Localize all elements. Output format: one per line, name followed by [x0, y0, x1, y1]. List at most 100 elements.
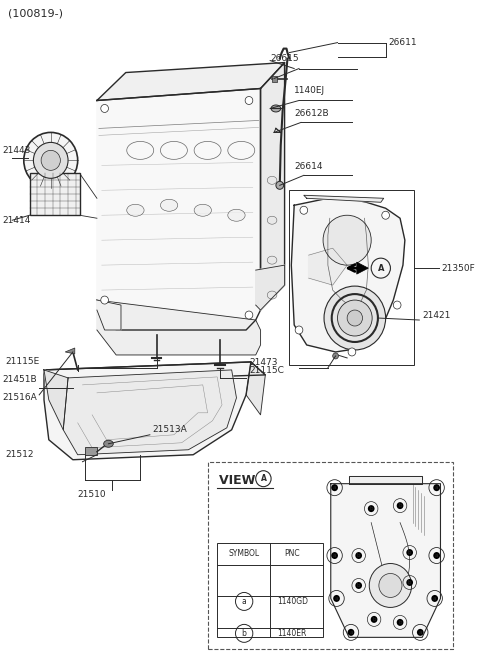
Polygon shape: [44, 362, 251, 459]
Bar: [207, 461, 453, 649]
Circle shape: [396, 619, 403, 626]
Circle shape: [393, 301, 401, 309]
Circle shape: [101, 296, 108, 304]
Text: 21516A: 21516A: [2, 393, 37, 402]
Circle shape: [371, 616, 377, 623]
Circle shape: [337, 300, 372, 336]
Circle shape: [432, 595, 438, 602]
Circle shape: [369, 563, 412, 608]
Text: b: b: [357, 583, 360, 588]
Circle shape: [348, 348, 356, 356]
Circle shape: [379, 573, 402, 597]
Polygon shape: [309, 248, 347, 285]
Ellipse shape: [228, 209, 245, 221]
Circle shape: [324, 286, 385, 350]
Polygon shape: [304, 195, 384, 203]
Text: 21451B: 21451B: [2, 375, 37, 385]
Text: A: A: [378, 263, 384, 273]
Text: a: a: [435, 553, 438, 558]
Circle shape: [368, 505, 374, 512]
Circle shape: [396, 502, 403, 509]
Circle shape: [245, 311, 253, 319]
Circle shape: [295, 326, 303, 334]
Text: a: a: [333, 485, 336, 490]
Polygon shape: [97, 300, 261, 355]
Text: a: a: [335, 596, 338, 601]
Polygon shape: [349, 476, 422, 484]
Polygon shape: [97, 300, 121, 330]
Ellipse shape: [194, 205, 212, 216]
Ellipse shape: [104, 440, 113, 448]
Text: a: a: [433, 596, 436, 601]
Circle shape: [331, 552, 338, 559]
Circle shape: [101, 105, 108, 113]
Polygon shape: [246, 362, 265, 415]
Bar: [272, 75, 277, 81]
Text: 21115E: 21115E: [5, 357, 40, 367]
Polygon shape: [357, 262, 368, 274]
Text: 21443: 21443: [2, 146, 31, 155]
Circle shape: [41, 150, 60, 170]
Circle shape: [406, 549, 413, 556]
Text: PNC: PNC: [285, 549, 300, 558]
Ellipse shape: [267, 216, 277, 224]
Bar: [217, 543, 323, 638]
Text: (100819-): (100819-): [8, 9, 63, 19]
Polygon shape: [261, 63, 285, 310]
Text: a: a: [242, 597, 247, 606]
Polygon shape: [44, 362, 265, 382]
Text: b: b: [408, 580, 411, 585]
Ellipse shape: [271, 105, 281, 112]
Polygon shape: [65, 348, 75, 354]
Text: b: b: [242, 629, 247, 638]
Text: 26612B: 26612B: [294, 109, 329, 118]
Text: a: a: [333, 553, 336, 558]
Polygon shape: [256, 265, 285, 310]
Text: SYMBOL: SYMBOL: [228, 549, 260, 558]
Circle shape: [406, 579, 413, 586]
Text: A: A: [261, 474, 266, 483]
Polygon shape: [97, 89, 261, 330]
Text: 21510: 21510: [78, 490, 106, 499]
Ellipse shape: [267, 291, 277, 299]
Polygon shape: [63, 370, 237, 455]
Bar: [30, 173, 80, 215]
Text: 21473: 21473: [249, 358, 277, 367]
Circle shape: [331, 484, 338, 491]
Circle shape: [417, 629, 424, 636]
Text: 21421: 21421: [422, 310, 451, 320]
Circle shape: [333, 353, 338, 359]
Circle shape: [34, 142, 68, 178]
Text: 21115C: 21115C: [249, 366, 284, 375]
Polygon shape: [331, 484, 441, 638]
Circle shape: [355, 582, 362, 589]
Text: a: a: [349, 630, 353, 635]
Text: b: b: [398, 620, 402, 625]
Circle shape: [347, 310, 362, 326]
Text: 26615: 26615: [270, 54, 299, 63]
Circle shape: [355, 552, 362, 559]
Text: a: a: [419, 630, 422, 635]
Circle shape: [348, 629, 354, 636]
Text: b: b: [370, 506, 373, 511]
Polygon shape: [97, 63, 285, 101]
Circle shape: [382, 211, 389, 219]
Circle shape: [323, 215, 371, 265]
Bar: [85, 447, 97, 455]
Text: 1140GD: 1140GD: [277, 597, 308, 606]
Ellipse shape: [127, 205, 144, 216]
Circle shape: [333, 595, 340, 602]
Text: 21513A: 21513A: [153, 425, 188, 434]
Bar: [289, 190, 415, 365]
Circle shape: [245, 97, 253, 105]
Text: b: b: [357, 553, 360, 558]
Text: b: b: [398, 503, 402, 508]
Circle shape: [300, 207, 308, 214]
Text: 21512: 21512: [5, 450, 34, 459]
Ellipse shape: [267, 256, 277, 264]
Polygon shape: [44, 370, 68, 430]
Text: b: b: [408, 550, 411, 555]
Text: 26614: 26614: [294, 162, 323, 171]
Circle shape: [433, 484, 440, 491]
Text: 21350F: 21350F: [442, 263, 475, 273]
